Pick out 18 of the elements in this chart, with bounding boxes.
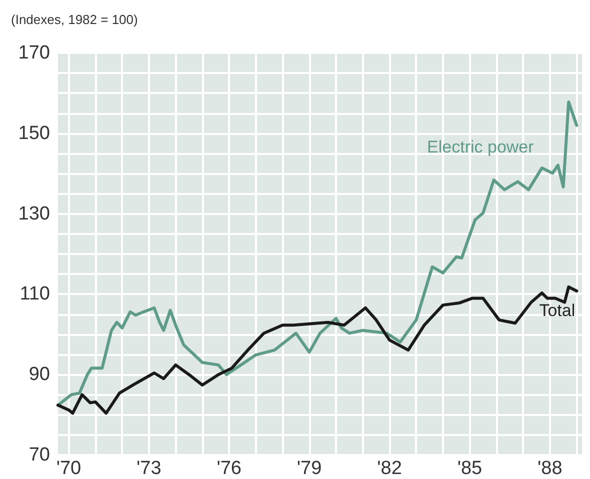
y-tick-label: 150	[18, 122, 50, 144]
y-tick-label: 70	[28, 444, 50, 466]
chart-title: (Indexes, 1982 = 100)	[11, 12, 138, 27]
series-label: Total	[539, 300, 576, 320]
x-tick-label: '76	[216, 458, 242, 479]
y-tick-label: 110	[20, 284, 50, 305]
y-tick-label: 170	[18, 42, 50, 64]
series-label: Electric power	[427, 138, 534, 157]
line-series	[56, 100, 578, 407]
line-series	[56, 285, 578, 415]
x-tick-label: '73	[136, 458, 162, 479]
x-tick-label: '82	[377, 458, 402, 479]
x-tick-label: '79	[296, 458, 322, 479]
y-tick-label: 90	[28, 364, 50, 386]
x-tick-label: '88	[538, 458, 562, 479]
y-tick-label: 130	[18, 203, 50, 224]
x-tick-label: '70	[56, 458, 82, 479]
x-tick-label: '85	[457, 458, 482, 479]
